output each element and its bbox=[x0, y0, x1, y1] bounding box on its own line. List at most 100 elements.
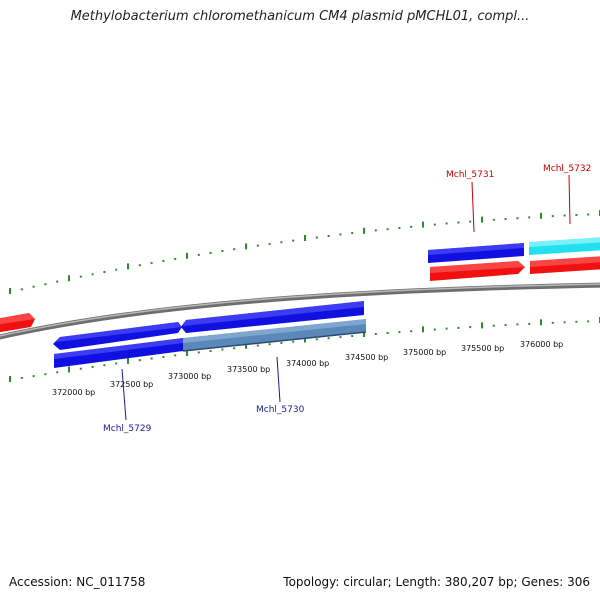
outer-tick-ring bbox=[9, 210, 600, 294]
minor-tick bbox=[197, 351, 200, 354]
leader-line bbox=[121, 368, 127, 421]
minor-tick bbox=[138, 359, 141, 362]
minor-tick bbox=[587, 320, 590, 323]
minor-tick bbox=[174, 354, 177, 357]
minor-tick bbox=[32, 285, 35, 288]
gene-arrow-mchl-5731-outer[interactable] bbox=[428, 243, 524, 263]
major-tick bbox=[68, 366, 70, 373]
gene-arrow-mchl-5730-upper[interactable] bbox=[181, 301, 364, 333]
minor-tick bbox=[221, 348, 224, 351]
ruler-label: 374000 bp bbox=[286, 359, 329, 368]
minor-tick bbox=[150, 357, 153, 360]
minor-tick bbox=[457, 221, 460, 224]
minor-tick bbox=[315, 338, 318, 341]
gene-arrow[interactable] bbox=[0, 313, 35, 333]
minor-tick bbox=[339, 233, 342, 236]
minor-tick bbox=[398, 227, 401, 229]
minor-tick bbox=[256, 344, 259, 347]
gene-label-mchl-5729[interactable]: Mchl_5729 bbox=[103, 424, 152, 434]
major-tick bbox=[245, 243, 247, 250]
map-title: Methylobacterium chloromethanicum CM4 pl… bbox=[70, 9, 530, 24]
gene-label-mchl-5730[interactable]: Mchl_5730 bbox=[256, 405, 305, 415]
minor-tick bbox=[20, 377, 23, 379]
minor-tick bbox=[209, 251, 212, 254]
ruler-label: 373500 bp bbox=[227, 365, 270, 374]
minor-tick bbox=[56, 280, 59, 283]
minor-tick bbox=[351, 335, 354, 337]
major-tick bbox=[9, 288, 11, 294]
major-tick bbox=[186, 252, 188, 259]
minor-tick bbox=[268, 242, 271, 245]
minor-tick bbox=[233, 248, 236, 251]
minor-tick bbox=[256, 244, 259, 247]
minor-tick bbox=[115, 362, 118, 365]
minor-tick bbox=[457, 326, 460, 329]
ruler-label: 372000 bp bbox=[52, 388, 95, 397]
minor-tick bbox=[138, 264, 141, 267]
minor-tick bbox=[162, 259, 165, 262]
minor-tick bbox=[209, 350, 212, 352]
minor-tick bbox=[516, 323, 519, 326]
major-tick bbox=[304, 235, 306, 241]
minor-tick bbox=[20, 288, 23, 291]
minor-tick bbox=[292, 239, 295, 242]
minor-tick bbox=[528, 322, 531, 325]
minor-tick bbox=[233, 347, 236, 350]
minor-tick bbox=[79, 367, 82, 370]
major-tick bbox=[540, 319, 542, 326]
minor-tick bbox=[587, 213, 590, 216]
minor-tick bbox=[315, 236, 318, 239]
gene-cds-mchl-5730-lower[interactable] bbox=[182, 319, 367, 352]
gene-arrow-mchl-5731-reverse[interactable] bbox=[430, 261, 525, 281]
minor-tick bbox=[292, 340, 295, 343]
major-tick bbox=[245, 342, 247, 349]
gene-arrow-mchl-5732-outer[interactable] bbox=[529, 237, 600, 255]
gene-arrow-mchl-5729-upper[interactable] bbox=[53, 322, 182, 350]
ruler-label: 374500 bp bbox=[345, 353, 388, 362]
gene-label-mchl-5731[interactable]: Mchl_5731 bbox=[446, 170, 494, 180]
minor-tick bbox=[410, 225, 413, 228]
minor-tick bbox=[469, 220, 472, 223]
minor-tick bbox=[174, 257, 177, 260]
minor-tick bbox=[197, 253, 200, 256]
minor-tick bbox=[410, 330, 413, 333]
ruler-label: 375500 bp bbox=[461, 344, 504, 353]
leader-line bbox=[471, 181, 475, 233]
minor-tick bbox=[575, 214, 578, 216]
major-tick bbox=[186, 349, 188, 356]
gene-label-mchl-5732[interactable]: Mchl_5732 bbox=[543, 164, 591, 174]
major-tick bbox=[422, 326, 424, 333]
minor-tick bbox=[469, 326, 472, 329]
minor-tick bbox=[91, 365, 94, 368]
minor-tick bbox=[56, 371, 59, 374]
minor-tick bbox=[162, 356, 165, 358]
major-tick bbox=[127, 263, 129, 270]
minor-tick bbox=[115, 268, 118, 271]
major-tick bbox=[363, 227, 365, 234]
major-tick bbox=[363, 331, 365, 337]
accession-text: Accession: NC_011758 bbox=[9, 575, 146, 589]
minor-tick bbox=[32, 375, 35, 378]
minor-tick bbox=[551, 215, 554, 218]
minor-tick bbox=[79, 275, 82, 278]
minor-tick bbox=[327, 337, 330, 340]
major-tick bbox=[481, 322, 483, 329]
ruler-label: 373000 bp bbox=[168, 372, 211, 381]
minor-tick bbox=[445, 327, 448, 330]
minor-tick bbox=[91, 273, 94, 276]
minor-tick bbox=[103, 271, 106, 273]
minor-tick bbox=[492, 324, 495, 327]
minor-tick bbox=[339, 336, 342, 339]
major-tick bbox=[481, 216, 483, 223]
gene-cds-mchl-5729-lower[interactable] bbox=[54, 338, 183, 368]
minor-tick bbox=[150, 262, 153, 265]
gene-arrow-mchl-5732-reverse[interactable] bbox=[530, 256, 600, 274]
minor-tick bbox=[433, 328, 436, 331]
inner-tick-ring bbox=[9, 317, 600, 382]
genome-backbone bbox=[0, 282, 600, 340]
minor-tick bbox=[280, 241, 283, 244]
minor-tick bbox=[44, 283, 47, 286]
major-tick bbox=[540, 212, 542, 219]
minor-tick bbox=[44, 373, 47, 376]
